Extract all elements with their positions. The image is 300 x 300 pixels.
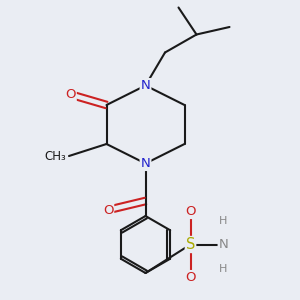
Text: N: N: [219, 238, 228, 251]
Text: H: H: [219, 263, 228, 274]
Text: N: N: [141, 79, 150, 92]
Text: O: O: [103, 203, 113, 217]
Text: O: O: [65, 88, 76, 101]
Text: CH₃: CH₃: [44, 149, 66, 163]
Text: O: O: [185, 271, 196, 284]
Text: N: N: [141, 157, 150, 170]
Text: H: H: [219, 215, 228, 226]
Text: O: O: [185, 205, 196, 218]
Text: S: S: [186, 237, 195, 252]
